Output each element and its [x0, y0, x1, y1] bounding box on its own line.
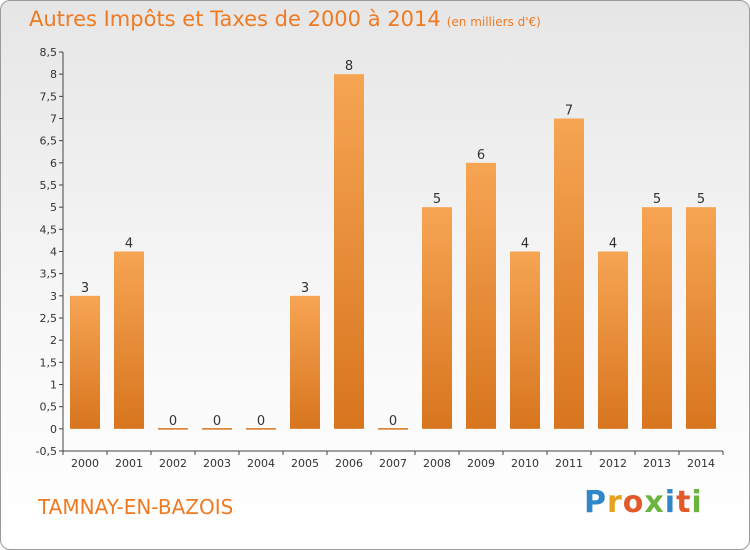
y-tick-label: 1: [50, 379, 57, 392]
logo-letter: x: [644, 485, 665, 520]
y-tick-label: 8: [50, 68, 57, 81]
y-tick-label: 7,5: [40, 90, 58, 103]
logo-letter: i: [664, 485, 677, 520]
data-label: 0: [257, 414, 265, 429]
data-label: 3: [81, 281, 89, 296]
data-label: 5: [653, 192, 661, 207]
y-tick-label: 2: [50, 334, 57, 347]
bar: [642, 207, 672, 429]
x-tick-label: 2012: [599, 457, 627, 470]
bar: [598, 251, 628, 429]
x-tick-label: 2009: [467, 457, 495, 470]
y-tick-label: 7: [50, 113, 57, 126]
data-label: 0: [169, 414, 177, 429]
x-tick-label: 2003: [203, 457, 231, 470]
logo-letter: P: [584, 485, 607, 520]
y-tick-label: 5,5: [40, 179, 58, 192]
chart-subtitle: (en milliers d'€): [446, 15, 541, 29]
logo-letter: o: [622, 485, 645, 520]
y-tick-label: 1,5: [40, 356, 58, 369]
logo-letter: i: [691, 485, 703, 520]
bar: [334, 74, 364, 429]
logo-letter: t: [676, 485, 692, 520]
y-tick-label: 3: [50, 290, 57, 303]
data-label: 0: [213, 414, 221, 429]
y-tick-label: 4: [50, 246, 57, 259]
x-tick-label: 2014: [687, 457, 715, 470]
x-tick-label: 2001: [115, 457, 143, 470]
data-label: 5: [433, 192, 441, 207]
x-tick-label: 2000: [71, 457, 99, 470]
data-label: 8: [345, 59, 353, 74]
x-tick-label: 2004: [247, 457, 275, 470]
bar: [554, 118, 584, 429]
y-tick-label: 5: [50, 201, 57, 214]
x-tick-label: 2007: [379, 457, 407, 470]
chart-title-text: Autres Impôts et Taxes de 2000 à 2014: [29, 7, 441, 31]
bar: [466, 162, 496, 429]
commune-name: TAMNAY-EN-BAZOIS: [38, 495, 234, 519]
y-tick-label: 0: [50, 423, 57, 436]
chart-title: Autres Impôts et Taxes de 2000 à 2014 (en…: [29, 7, 541, 31]
bar: [70, 295, 100, 429]
y-tick-label: 2,5: [40, 312, 58, 325]
logo-letter: r: [607, 485, 623, 520]
x-tick-label: 2013: [643, 457, 671, 470]
y-tick-label: 3,5: [40, 268, 58, 281]
bar: [290, 295, 320, 429]
y-tick-label: -0,5: [36, 445, 57, 458]
proxiti-logo: Proxiti: [584, 485, 703, 520]
x-tick-label: 2006: [335, 457, 363, 470]
data-label: 5: [697, 192, 705, 207]
data-label: 7: [565, 104, 573, 119]
x-tick-label: 2008: [423, 457, 451, 470]
data-label: 0: [389, 414, 397, 429]
bar: [114, 251, 144, 429]
data-label: 4: [609, 237, 617, 252]
data-label: 4: [521, 237, 529, 252]
x-tick-label: 2011: [555, 457, 583, 470]
data-label: 3: [301, 281, 309, 296]
y-tick-label: 8,5: [40, 46, 58, 59]
y-tick-label: 0,5: [40, 401, 58, 414]
y-tick-label: 6,5: [40, 135, 58, 148]
data-label: 4: [125, 237, 133, 252]
bar: [686, 207, 716, 429]
y-tick-label: 4,5: [40, 223, 58, 236]
x-tick-label: 2010: [511, 457, 539, 470]
bar: [510, 251, 540, 429]
bar: [422, 207, 452, 429]
data-label: 6: [477, 148, 485, 163]
y-tick-label: 6: [50, 157, 57, 170]
x-tick-label: 2005: [291, 457, 319, 470]
x-tick-label: 2002: [159, 457, 187, 470]
